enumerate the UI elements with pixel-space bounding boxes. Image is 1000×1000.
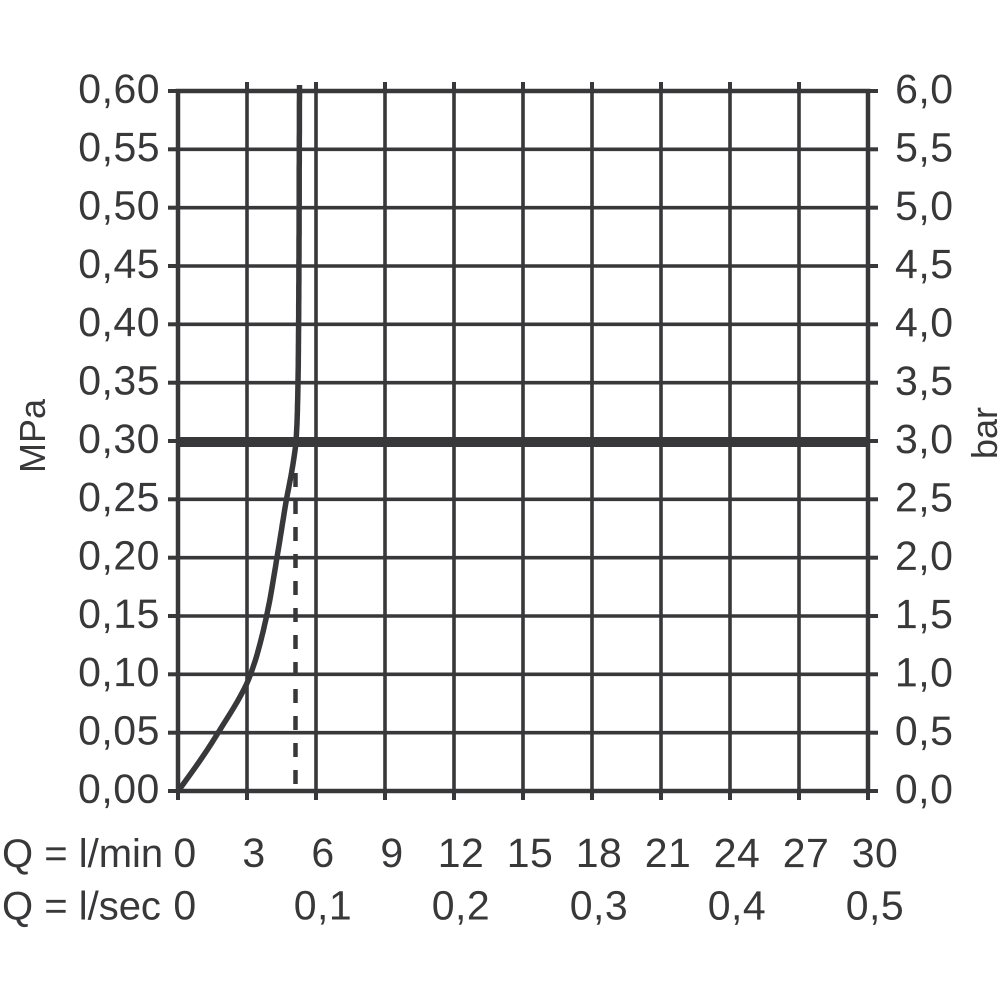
svg-text:0: 0 (173, 830, 196, 876)
svg-text:4,5: 4,5 (895, 241, 954, 287)
svg-text:4,0: 4,0 (895, 299, 954, 345)
svg-text:5,0: 5,0 (895, 183, 954, 229)
svg-text:0,35: 0,35 (78, 358, 160, 404)
svg-text:6: 6 (311, 830, 334, 876)
svg-text:0,4: 0,4 (708, 883, 767, 929)
svg-text:21: 21 (645, 830, 692, 876)
svg-text:bar: bar (964, 407, 1000, 459)
svg-text:30: 30 (852, 830, 899, 876)
svg-text:0,15: 0,15 (78, 591, 160, 637)
svg-text:0,40: 0,40 (78, 299, 160, 345)
svg-text:0,60: 0,60 (78, 66, 160, 112)
svg-text:0,00: 0,00 (78, 766, 160, 812)
svg-text:0,25: 0,25 (78, 474, 160, 520)
svg-text:2,0: 2,0 (895, 533, 954, 579)
svg-text:6,0: 6,0 (895, 66, 954, 112)
svg-text:3: 3 (242, 830, 265, 876)
svg-text:3,0: 3,0 (895, 416, 954, 462)
svg-text:0,3: 0,3 (570, 883, 629, 929)
svg-text:12: 12 (438, 830, 485, 876)
svg-text:0,55: 0,55 (78, 124, 160, 170)
svg-text:0,20: 0,20 (78, 533, 160, 579)
svg-text:Q = l/min: Q = l/min (2, 832, 163, 876)
svg-text:27: 27 (783, 830, 830, 876)
svg-text:18: 18 (576, 830, 623, 876)
svg-text:1,5: 1,5 (895, 591, 954, 637)
svg-text:0,5: 0,5 (895, 708, 954, 754)
svg-text:5,5: 5,5 (895, 124, 954, 170)
svg-text:1,0: 1,0 (895, 649, 954, 695)
svg-text:0,50: 0,50 (78, 183, 160, 229)
svg-text:0,05: 0,05 (78, 708, 160, 754)
svg-text:0,10: 0,10 (78, 649, 160, 695)
svg-text:0,1: 0,1 (294, 882, 353, 928)
svg-text:0,45: 0,45 (78, 241, 160, 287)
svg-text:24: 24 (714, 830, 761, 876)
svg-text:0,0: 0,0 (895, 766, 954, 812)
svg-text:3,5: 3,5 (895, 358, 954, 404)
svg-text:2,5: 2,5 (895, 474, 954, 520)
svg-text:0,30: 0,30 (78, 416, 160, 462)
svg-text:0,5: 0,5 (846, 883, 905, 929)
svg-text:9: 9 (380, 830, 403, 876)
svg-text:Q = l/sec: Q = l/sec (2, 884, 161, 928)
svg-text:15: 15 (507, 830, 554, 876)
svg-text:MPa: MPa (12, 398, 53, 473)
svg-text:0,2: 0,2 (432, 882, 491, 928)
svg-text:0: 0 (173, 882, 196, 928)
